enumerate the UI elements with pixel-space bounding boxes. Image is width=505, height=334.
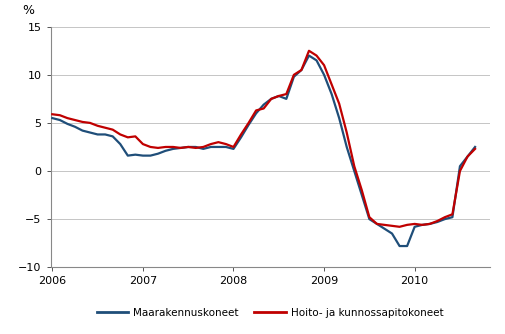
Text: %: % — [22, 4, 34, 17]
Legend: Maarakennuskoneet, Hoito- ja kunnossapitokoneet: Maarakennuskoneet, Hoito- ja kunnossapit… — [93, 304, 447, 322]
